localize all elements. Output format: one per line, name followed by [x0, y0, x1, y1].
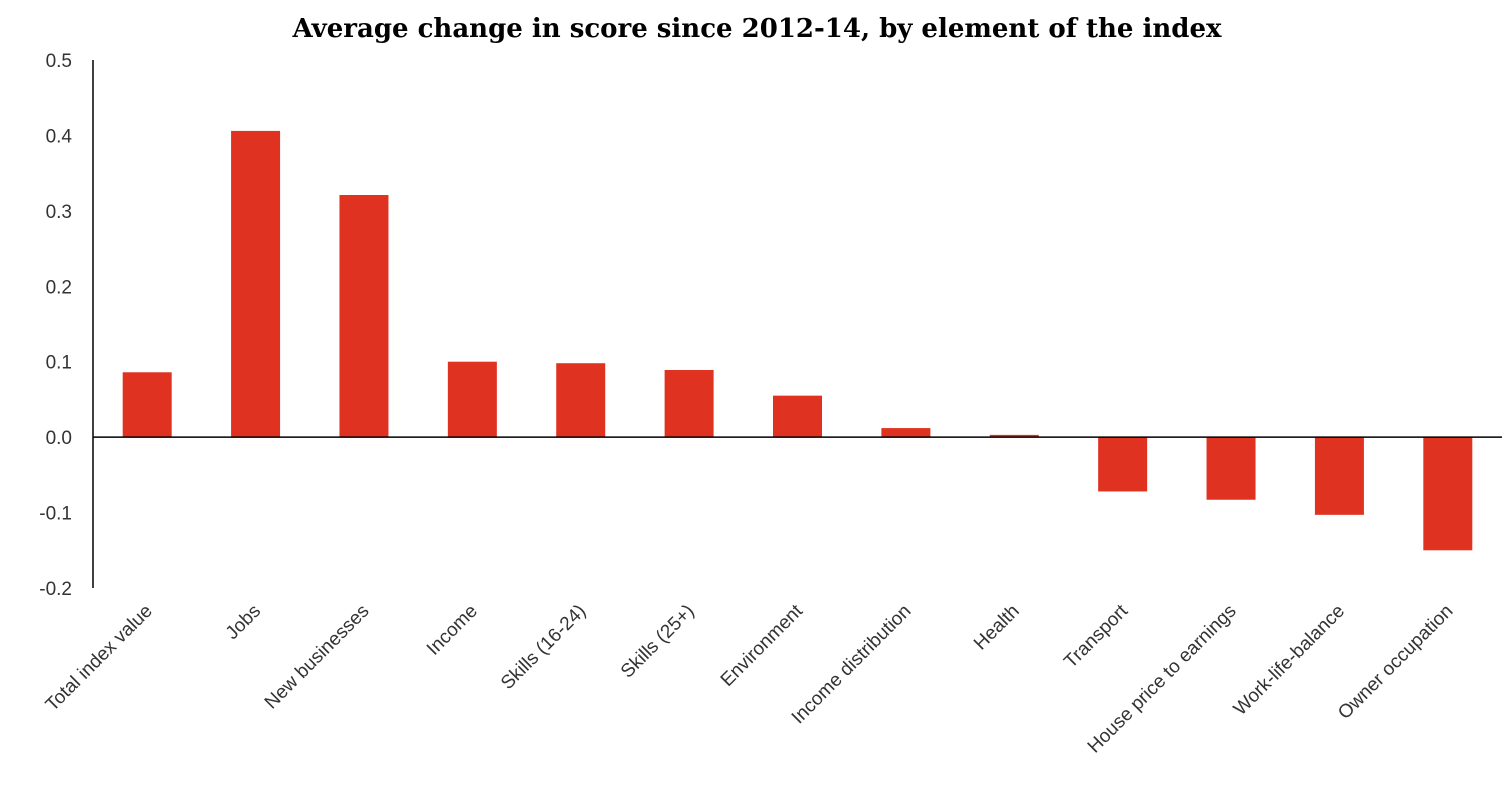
bar: [122, 372, 172, 438]
bar: [989, 434, 1039, 438]
x-tick-label: New businesses: [261, 601, 374, 714]
x-tick-label: Income distribution: [788, 601, 916, 729]
bar: [231, 130, 281, 438]
bar: [556, 363, 606, 438]
bar: [881, 428, 931, 438]
bar: [447, 361, 497, 438]
chart-title: Average change in score since 2012-14, b…: [292, 14, 1222, 44]
bar: [1314, 437, 1364, 515]
y-tick-label: 0.4: [46, 126, 73, 147]
x-tick-label: Skills (16-24): [497, 601, 590, 694]
y-tick-label: 0.0: [46, 428, 72, 449]
y-tick-label: 0.5: [46, 51, 72, 72]
y-axis-ticks: 0.5 0.4 0.3 0.2 0.1 0.0 -0.1 -0.2: [39, 51, 72, 600]
x-tick-label: Health: [970, 601, 1024, 655]
x-tick-label: Work-life-balance: [1230, 601, 1349, 720]
y-tick-label: 0.3: [46, 202, 72, 223]
y-tick-label: 0.1: [46, 353, 72, 374]
x-tick-label: Income: [423, 601, 482, 660]
x-tick-label: Skills (25+): [617, 601, 699, 683]
bar: [1098, 437, 1148, 492]
bar: [1206, 437, 1256, 500]
x-tick-label: Owner occupation: [1334, 601, 1457, 724]
bar: [1423, 437, 1473, 551]
x-tick-label: Environment: [717, 600, 808, 691]
x-tick-label: Transport: [1060, 600, 1132, 672]
bars: [122, 130, 1473, 551]
y-tick-label: -0.1: [39, 504, 72, 525]
bar: [339, 195, 389, 438]
bar: [773, 395, 822, 438]
x-tick-label: Jobs: [222, 601, 265, 644]
x-tick-label: Total index value: [42, 601, 157, 716]
y-tick-label: -0.2: [39, 579, 72, 600]
bar: [664, 370, 714, 438]
y-tick-label: 0.2: [46, 277, 72, 298]
